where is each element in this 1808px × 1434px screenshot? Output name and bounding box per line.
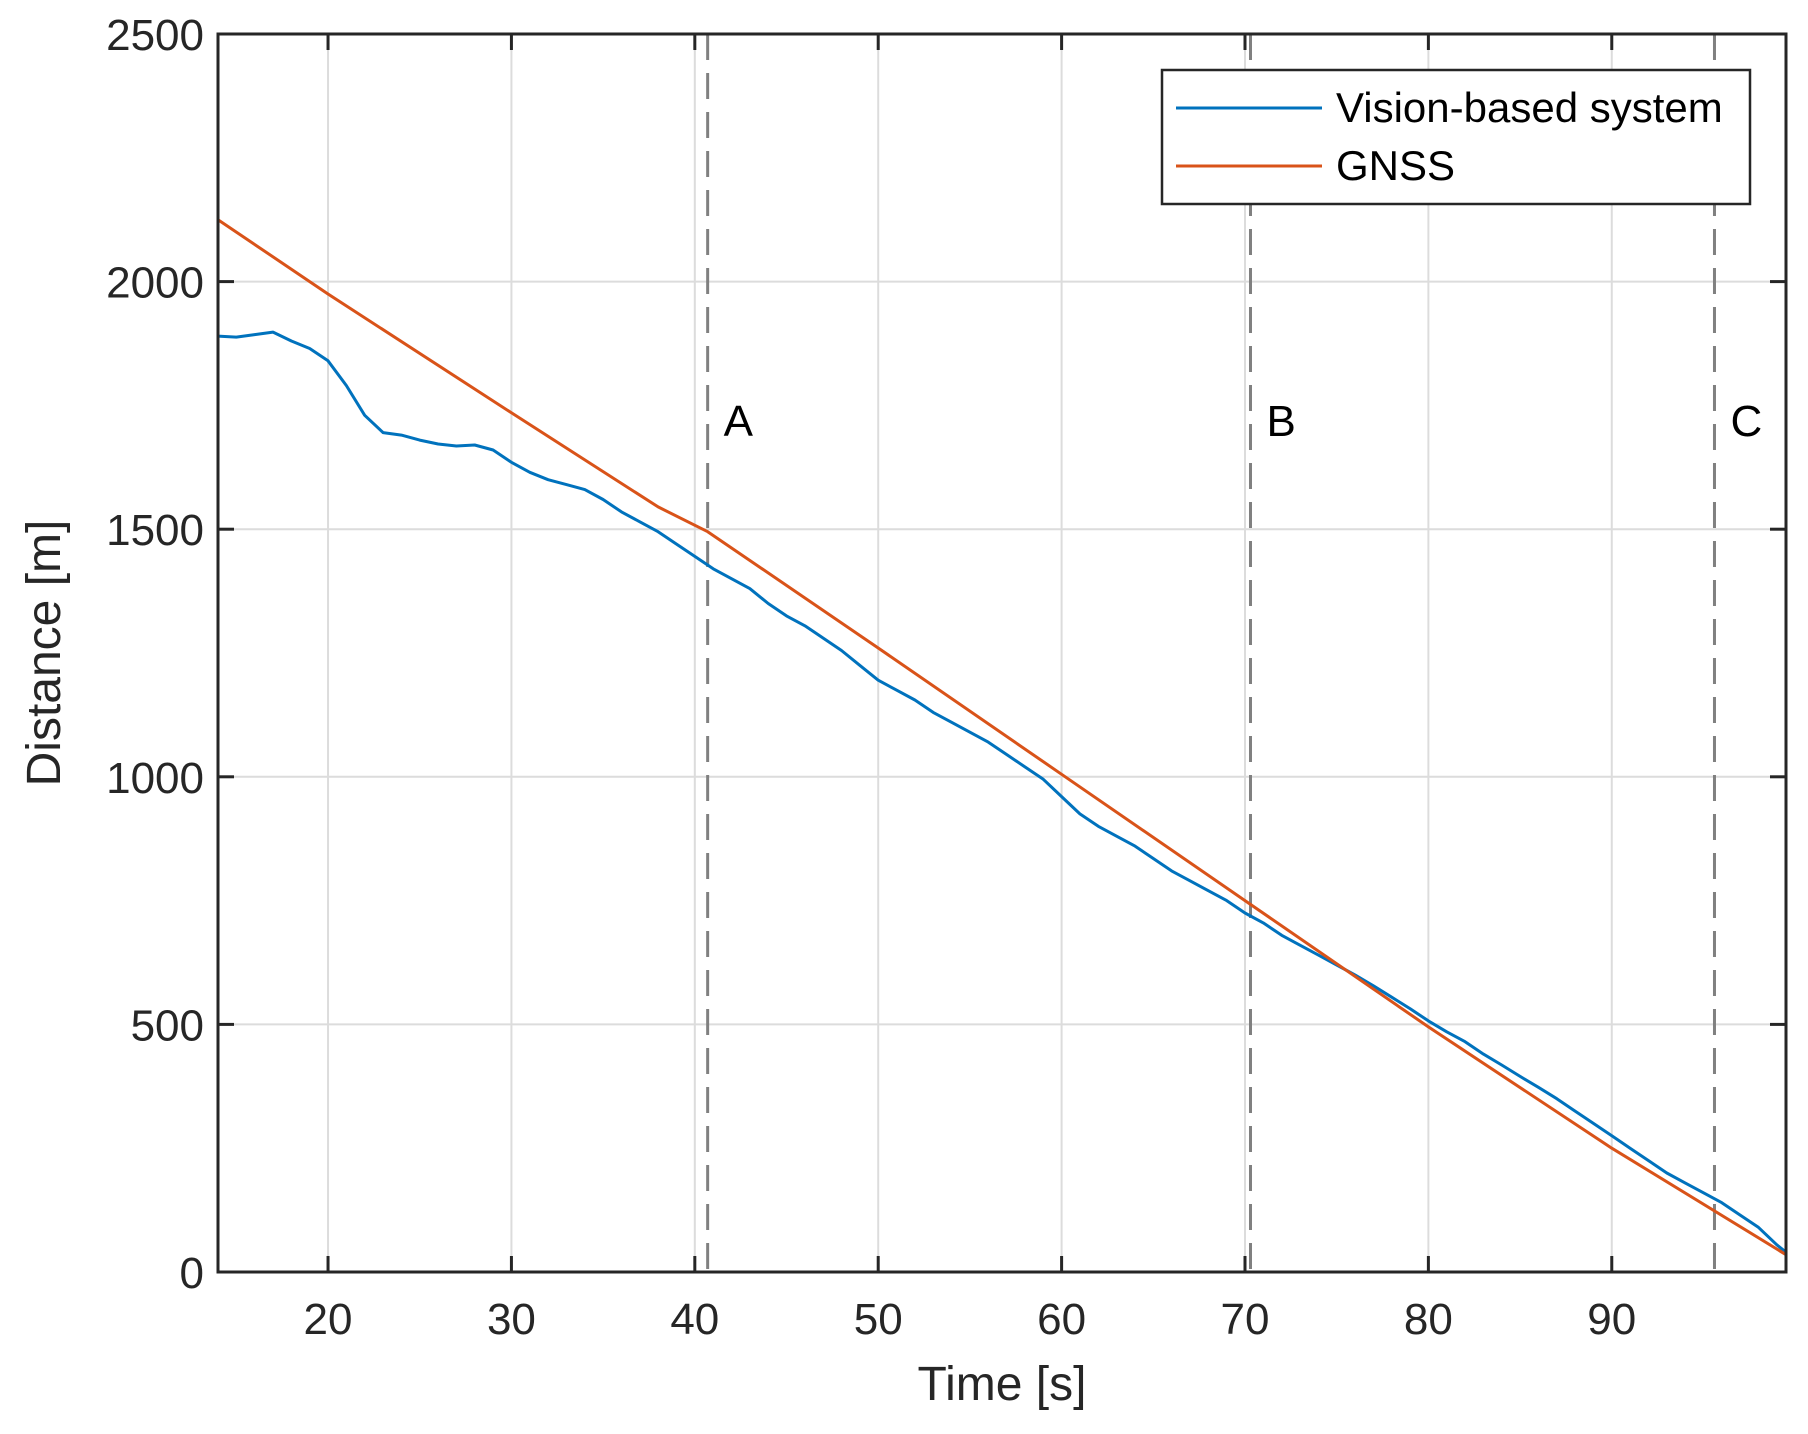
y-tick-label: 1000 [106,754,204,803]
plot-frame [216,32,1788,1274]
vertical-marker-lines [706,34,1716,1272]
legend: Vision-based system GNSS [1160,68,1752,206]
y-tick-label: 0 [180,1249,204,1298]
axis-labels: Time [s] Distance [m] [18,520,1086,1411]
data-series [217,218,1787,1256]
x-tick-label: 90 [1587,1295,1636,1344]
series-line-vision [217,330,1787,1254]
y-tick-label: 2000 [106,259,204,308]
y-tick-label: 500 [131,1001,204,1050]
y-axis-label: Distance [m] [18,520,71,787]
x-tick-label: 70 [1221,1295,1270,1344]
marker-label-c: C [1730,397,1762,446]
x-tick-label: 60 [1037,1295,1086,1344]
x-tick-label: 50 [854,1295,903,1344]
x-tick-label: 30 [487,1295,536,1344]
series-line-gnss [217,218,1787,1256]
marker-label-a: A [724,397,754,446]
grid-lines [218,34,1786,1272]
x-tick-label: 20 [304,1295,353,1344]
vertical-marker-labels: A B C [724,397,1763,446]
legend-label-vision: Vision-based system [1336,84,1723,131]
x-tick-label: 40 [670,1295,719,1344]
axis-ticks: 20 30 40 50 60 70 80 90 0 500 1000 1500 2000 2500 [106,11,1786,1344]
x-axis-label: Time [s] [918,1358,1087,1411]
y-tick-label: 2500 [106,11,204,60]
x-tick-label: 80 [1404,1295,1453,1344]
legend-box [1160,68,1752,206]
y-tick-label: 1500 [106,506,204,555]
legend-label-gnss: GNSS [1336,142,1455,189]
marker-label-b: B [1266,397,1295,446]
